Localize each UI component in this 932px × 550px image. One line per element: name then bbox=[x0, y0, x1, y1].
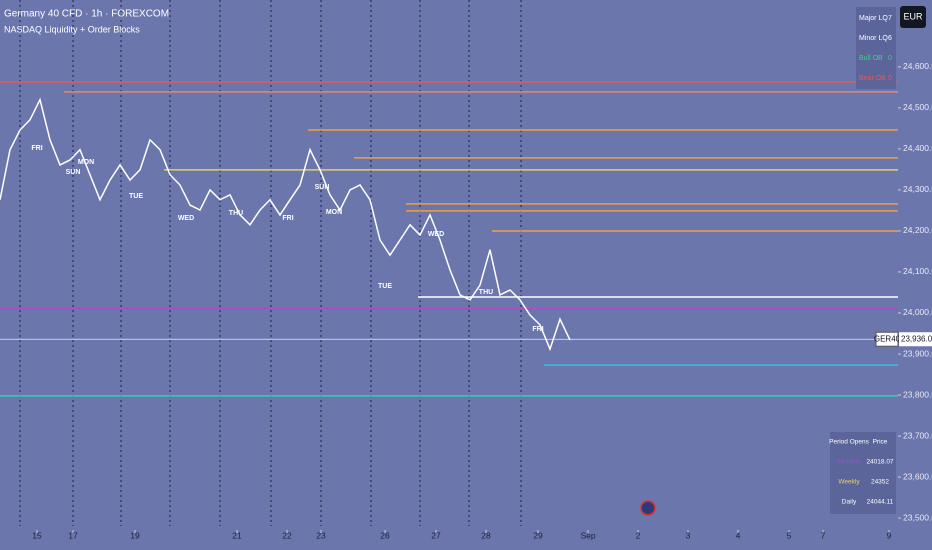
x-tick-label: 23 bbox=[316, 530, 326, 540]
day-label: FRI bbox=[282, 215, 293, 222]
table-value: 0 bbox=[888, 55, 892, 62]
symbol-label: GER40 bbox=[874, 334, 901, 343]
x-tick-label: 3 bbox=[686, 530, 691, 540]
currency[interactable]: EUR bbox=[903, 11, 923, 21]
day-label: SUN bbox=[66, 169, 81, 176]
table-value: 24018.07 bbox=[866, 459, 893, 466]
x-tick-label: Sep bbox=[580, 530, 595, 540]
x-tick-label: 17 bbox=[68, 530, 78, 540]
symbol-tag bbox=[875, 331, 899, 347]
table-label: Monthly bbox=[838, 459, 862, 466]
table-value: 0 bbox=[888, 75, 892, 82]
y-tick-label: 24,100.0 bbox=[903, 266, 932, 276]
price-line bbox=[0, 97, 571, 352]
y-tick-label: 23,800.0 bbox=[903, 389, 932, 399]
table-value: 24044.11 bbox=[867, 499, 894, 506]
x-tick-label: 19 bbox=[130, 530, 140, 540]
day-label: TUE bbox=[378, 283, 392, 290]
x-tick-label: 15 bbox=[32, 530, 42, 540]
x-tick-label: 4 bbox=[736, 530, 741, 540]
x-tick-label: 26 bbox=[380, 530, 390, 540]
day-label: FRI bbox=[31, 145, 42, 152]
table-header: Period Opens bbox=[829, 439, 869, 446]
day-label: SUN bbox=[315, 184, 330, 191]
currency-button[interactable] bbox=[900, 6, 926, 28]
x-tick-label: 28 bbox=[481, 530, 491, 540]
table-value: 24352 bbox=[871, 479, 889, 486]
y-tick-label: 24,400.0 bbox=[903, 143, 932, 153]
x-tick-label: 22 bbox=[282, 530, 292, 540]
day-label: MON bbox=[78, 159, 94, 166]
day-label: WED bbox=[178, 215, 194, 222]
table-label: Bull OB bbox=[859, 55, 883, 62]
y-tick-label: 24,000.0 bbox=[903, 307, 932, 317]
x-tick-label: 2 bbox=[636, 530, 641, 540]
table-label: Bear OB bbox=[859, 75, 886, 82]
y-tick-label: 23,900.0 bbox=[903, 348, 932, 358]
table-label: Major LQ bbox=[859, 15, 888, 22]
y-tick-label: 23,700.0 bbox=[903, 430, 932, 440]
x-tick-label: 21 bbox=[232, 530, 242, 540]
y-tick-label: 24,600.0 bbox=[903, 61, 932, 71]
y-tick-label: 23,500.0 bbox=[903, 512, 932, 522]
table-value: 7 bbox=[888, 15, 892, 22]
liquidity-table bbox=[856, 7, 896, 89]
day-label: WED bbox=[428, 231, 444, 238]
day-label: MON bbox=[326, 209, 342, 216]
y-tick-label: 24,500.0 bbox=[903, 102, 932, 112]
y-tick-label: 24,200.0 bbox=[903, 225, 932, 235]
opens-table bbox=[830, 432, 896, 514]
x-tick-label: 29 bbox=[533, 530, 543, 540]
day-label: FRI bbox=[532, 326, 543, 333]
x-tick-label: 5 bbox=[787, 530, 792, 540]
table-header: Price bbox=[873, 439, 888, 446]
table-value: 6 bbox=[888, 35, 892, 42]
event-icon[interactable] bbox=[640, 500, 656, 516]
table-label: Weekly bbox=[838, 479, 860, 486]
x-tick-label: 9 bbox=[887, 530, 892, 540]
x-tick-label: 7 bbox=[821, 530, 826, 540]
day-label: THU bbox=[479, 289, 493, 296]
table-label: Minor LQ bbox=[859, 35, 888, 42]
table-label: Daily bbox=[842, 499, 857, 506]
chart-title: Germany 40 CFD · 1h · FOREXCOM bbox=[4, 9, 169, 20]
y-tick-label: 23,600.0 bbox=[903, 471, 932, 481]
x-tick-label: 27 bbox=[431, 530, 441, 540]
y-tick-label: 24,300.0 bbox=[903, 184, 932, 194]
price-tag-label: 23,936.0 bbox=[901, 334, 932, 343]
day-label: TUE bbox=[129, 193, 143, 200]
day-label: THU bbox=[229, 210, 243, 217]
price-tag bbox=[899, 332, 932, 347]
indicator-name: NASDAQ Liquidity + Order Blocks bbox=[4, 24, 140, 34]
